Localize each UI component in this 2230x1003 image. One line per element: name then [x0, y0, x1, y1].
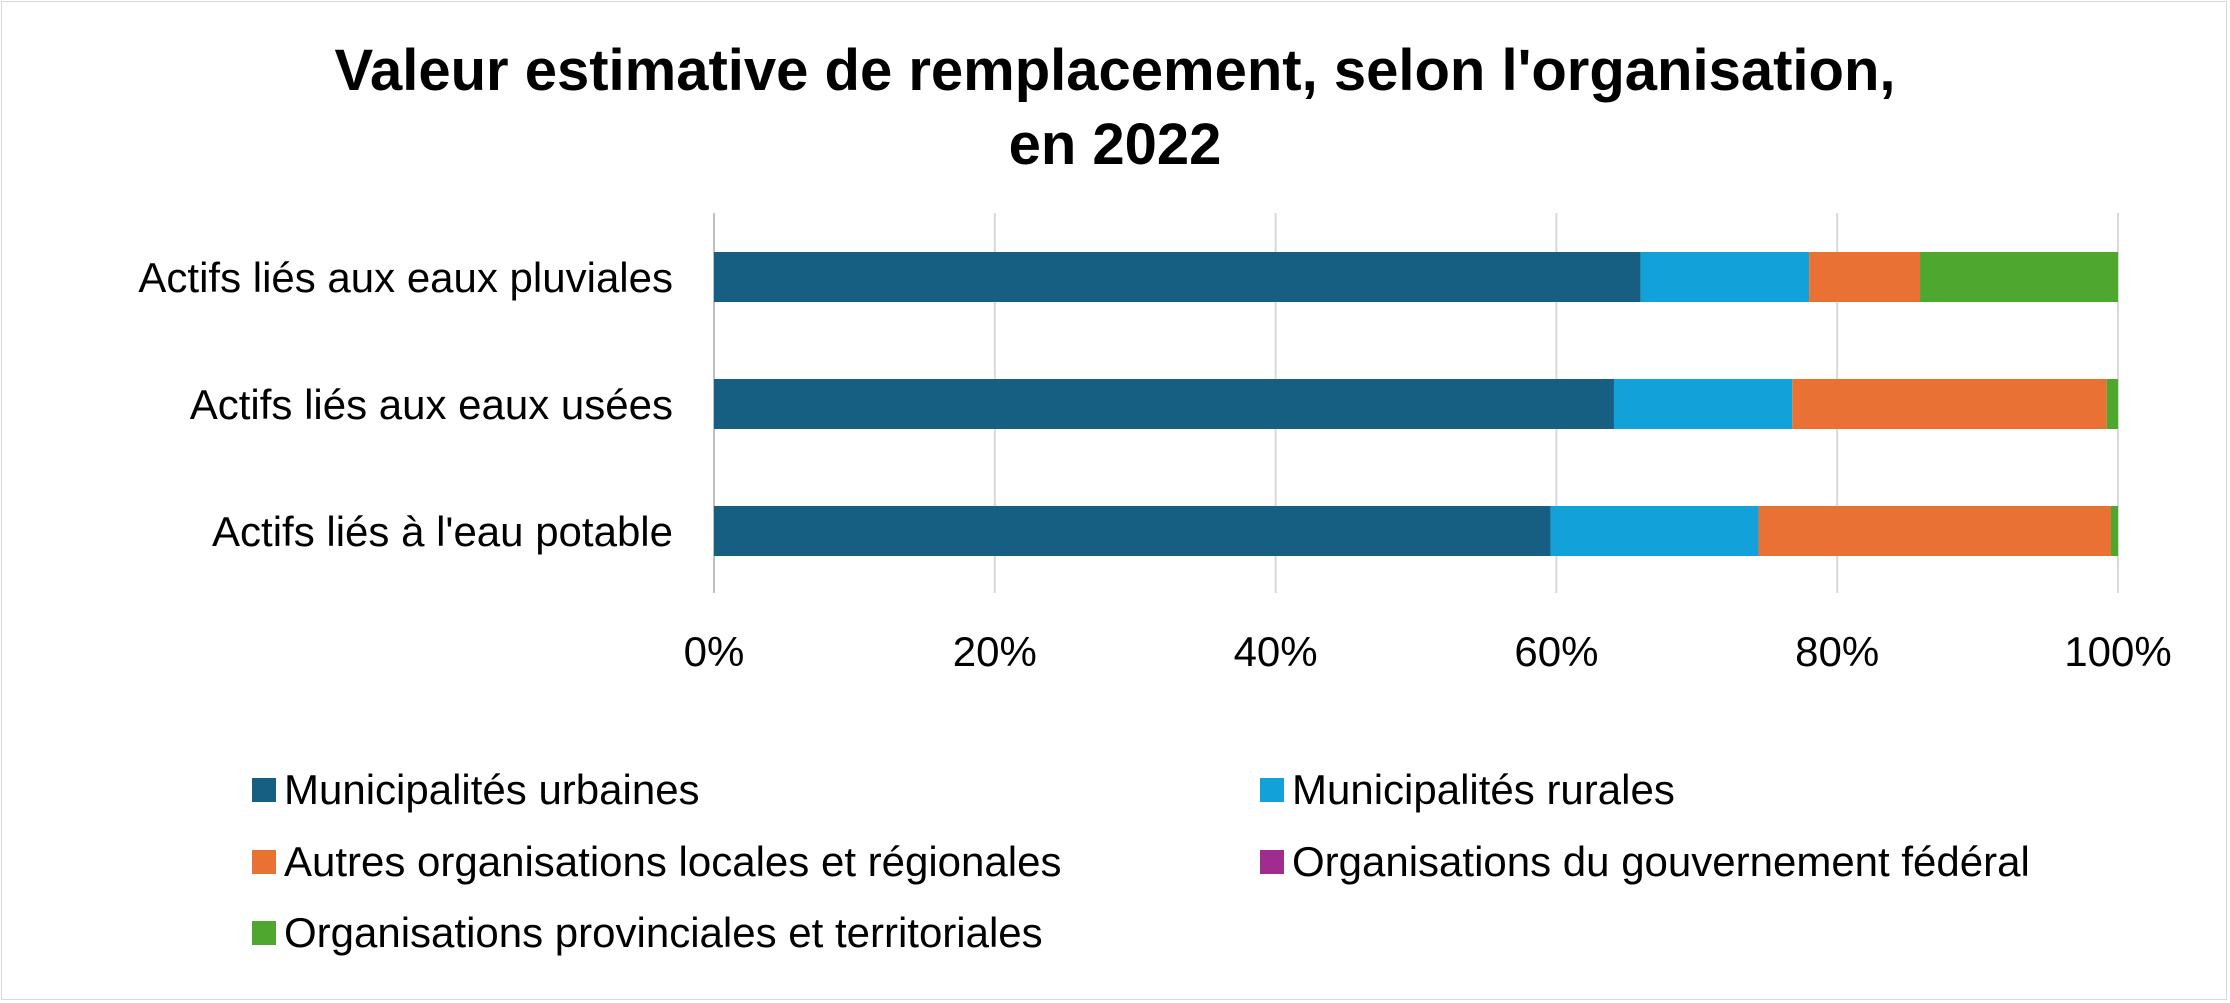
x-tick-label: 100%: [2064, 628, 2171, 675]
legend-swatch: [1260, 778, 1284, 802]
legend-label: Organisations du gouvernement fédéral: [1292, 838, 2030, 885]
bars: [714, 252, 2118, 556]
category-label: Actifs liés aux eaux pluviales: [138, 254, 673, 301]
x-tick-label: 40%: [1234, 628, 1318, 675]
bar-municipalites-urbaines-3: [714, 506, 1551, 556]
legend-item-municipalites-rurales: Municipalités rurales: [1260, 764, 1675, 816]
bar-organisations-provinciales-et-territoriales-2: [2106, 379, 2118, 429]
category-label: Actifs liés aux eaux usées: [190, 381, 673, 428]
legend-label: Municipalités urbaines: [284, 766, 700, 813]
legend-swatch: [252, 850, 276, 874]
bar-organisations-provinciales-et-territoriales-3: [2110, 506, 2118, 556]
legend-item-organisations-du-gouvernement-federal: Organisations du gouvernement fédéral: [1260, 836, 2030, 888]
legend-swatch: [1260, 850, 1284, 874]
bar-municipalites-urbaines-2: [714, 379, 1614, 429]
legend-label: Organisations provinciales et territoria…: [284, 909, 1043, 956]
bar-municipalites-rurales-1: [1640, 252, 1810, 302]
legend-item-municipalites-urbaines: Municipalités urbaines: [252, 764, 700, 816]
chart-title: Valeur estimative de remplacement, selon…: [0, 34, 2230, 182]
x-tick-label: 60%: [1514, 628, 1598, 675]
chart-title-line-2: en 2022: [1008, 112, 1222, 177]
bar-municipalites-rurales-2: [1613, 379, 1793, 429]
legend-label: Municipalités rurales: [1292, 766, 1675, 813]
category-label: Actifs liés à l'eau potable: [212, 508, 673, 555]
legend-item-organisations-provinciales-et-territoriales: Organisations provinciales et territoria…: [252, 907, 1043, 959]
bar-autres-organisations-locales-et-regionales-1: [1809, 252, 1921, 302]
legend-item-autres-organisations-locales-et-regionales: Autres organisations locales et régional…: [252, 836, 1061, 888]
legend-swatch: [252, 778, 276, 802]
x-tick-label: 80%: [1795, 628, 1879, 675]
x-tick-label: 20%: [953, 628, 1037, 675]
bar-autres-organisations-locales-et-regionales-2: [1792, 379, 2107, 429]
x-tick-label: 0%: [684, 628, 745, 675]
legend-swatch: [252, 921, 276, 945]
x-axis-tick-labels: 0% 20% 40% 60% 80% 100%: [684, 628, 2172, 675]
bar-municipalites-urbaines-1: [714, 252, 1641, 302]
category-labels: Actifs liés aux eaux pluviales Actifs lié…: [138, 254, 673, 555]
legend-label: Autres organisations locales et régional…: [284, 838, 1062, 885]
bar-municipalites-rurales-3: [1550, 506, 1759, 556]
bar-autres-organisations-locales-et-regionales-3: [1758, 506, 2111, 556]
chart-title-line-1: Valeur estimative de remplacement, selon…: [334, 38, 1896, 103]
bar-organisations-provinciales-et-territoriales-1: [1920, 252, 2118, 302]
